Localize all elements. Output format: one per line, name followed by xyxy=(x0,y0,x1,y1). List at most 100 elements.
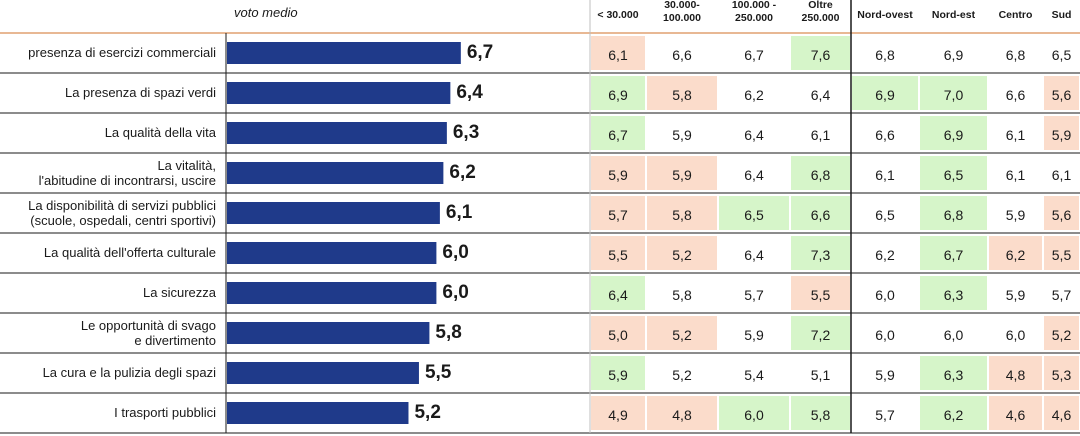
table-cell: 5,5 xyxy=(608,247,628,263)
category-label: La disponibilità di servizi pubblici xyxy=(28,198,216,213)
table-cell-highlight xyxy=(591,36,645,70)
table-cell: 6,9 xyxy=(608,87,628,103)
table-cell: 4,9 xyxy=(608,407,628,423)
bar xyxy=(227,202,440,224)
table-cell: 6,0 xyxy=(875,327,895,343)
table-cell-highlight xyxy=(647,236,717,270)
table-cell: 5,9 xyxy=(744,327,764,343)
table-cell-highlight xyxy=(1044,196,1079,230)
table-cell: 7,6 xyxy=(811,47,831,63)
table-cell: 6,1 xyxy=(1006,167,1026,183)
bar xyxy=(227,402,409,424)
table-cell: 6,9 xyxy=(944,47,964,63)
table-cell-highlight xyxy=(791,316,850,350)
table-cell: 6,1 xyxy=(608,47,628,63)
table-cell-highlight xyxy=(791,236,850,270)
table-cell: 6,1 xyxy=(1006,127,1026,143)
table-cell-highlight xyxy=(591,316,645,350)
table-cell: 6,8 xyxy=(944,207,964,223)
table-cell: 6,6 xyxy=(672,47,692,63)
table-cell: 5,5 xyxy=(1052,247,1072,263)
table-cell: 6,2 xyxy=(1006,247,1026,263)
table-cell-highlight xyxy=(1044,236,1079,270)
table-cell-highlight xyxy=(920,76,987,110)
table-cell: 6,3 xyxy=(944,287,964,303)
bar xyxy=(227,42,461,64)
table-cell-highlight xyxy=(647,396,717,430)
table-cell: 6,8 xyxy=(875,47,895,63)
table-cell: 5,2 xyxy=(672,367,692,383)
table-cell: 6,2 xyxy=(744,87,764,103)
category-label: La cura e la pulizia degli spazi xyxy=(43,365,217,380)
table-cell-highlight xyxy=(920,236,987,270)
table-cell: 6,9 xyxy=(875,87,895,103)
table-cell: 7,0 xyxy=(944,87,964,103)
table-cell: 6,7 xyxy=(944,247,964,263)
column-header: Nord-ovest xyxy=(857,9,913,21)
table-cell: 7,2 xyxy=(811,327,831,343)
bar-value-label: 6,0 xyxy=(442,282,468,303)
category-label: (scuole, ospedali, centri sportivi) xyxy=(30,213,216,228)
column-header: < 30.000 xyxy=(597,9,638,21)
column-header: 30.000- xyxy=(664,0,700,11)
table-cell: 7,3 xyxy=(811,247,831,263)
bar-value-label: 6,1 xyxy=(446,202,473,223)
table-cell: 6,5 xyxy=(1052,47,1072,63)
table-cell-highlight xyxy=(647,316,717,350)
bar-value-label: 6,2 xyxy=(449,162,475,183)
table-cell: 6,2 xyxy=(875,247,895,263)
table-cell: 4,6 xyxy=(1006,407,1026,423)
column-header: Oltre xyxy=(808,0,833,11)
bars-layer xyxy=(227,42,461,424)
table-cell-highlight xyxy=(791,36,850,70)
table-cell-highlight xyxy=(591,116,645,150)
table-cell-highlight xyxy=(1044,76,1079,110)
table-cell: 6,1 xyxy=(811,127,831,143)
table-cell: 5,6 xyxy=(1052,87,1072,103)
table-cell-highlight xyxy=(791,276,850,310)
table-cell: 5,2 xyxy=(672,247,692,263)
table-cell-highlight xyxy=(591,396,645,430)
category-label: l'abitudine di incontrarsi, uscire xyxy=(39,173,216,188)
table-cell: 5,8 xyxy=(672,207,692,223)
bar xyxy=(227,122,447,144)
table-cell: 6,2 xyxy=(944,407,964,423)
table-cell: 5,1 xyxy=(811,367,831,383)
table-cell: 6,4 xyxy=(744,247,764,263)
table-cell: 6,4 xyxy=(744,167,764,183)
bar xyxy=(227,362,419,384)
category-label: La qualità della vita xyxy=(105,125,217,140)
table-cell: 6,6 xyxy=(875,127,895,143)
bar xyxy=(227,242,437,264)
table-cell: 5,9 xyxy=(608,167,628,183)
bar xyxy=(227,322,430,344)
table-cell-highlight xyxy=(591,276,645,310)
column-header: Nord-est xyxy=(932,9,976,21)
table-cell: 6,5 xyxy=(944,167,964,183)
table-cell-highlight xyxy=(920,356,987,390)
table-cell: 5,3 xyxy=(1052,367,1072,383)
table-cell-highlight xyxy=(591,156,645,190)
bar-value-label: 6,3 xyxy=(453,122,479,143)
column-header: Centro xyxy=(999,9,1033,21)
table-cell: 6,0 xyxy=(944,327,964,343)
table-cell: 5,9 xyxy=(672,167,692,183)
category-label: I trasporti pubblici xyxy=(114,405,216,420)
table-cell: 6,8 xyxy=(1006,47,1026,63)
table-cell: 5,9 xyxy=(1006,287,1026,303)
table-cell-highlight xyxy=(647,156,717,190)
table-cell: 5,9 xyxy=(1052,127,1072,143)
table-cell-highlight xyxy=(719,196,789,230)
column-header: 100.000 xyxy=(663,12,701,24)
table-cell-highlight xyxy=(920,396,987,430)
table-cell: 5,9 xyxy=(672,127,692,143)
table-cell: 6,7 xyxy=(608,127,628,143)
category-label: La vitalità, xyxy=(157,158,216,173)
table-cell: 5,7 xyxy=(744,287,764,303)
bar-value-label: 6,4 xyxy=(456,82,483,103)
table-cell: 5,0 xyxy=(608,327,628,343)
category-label: La qualità dell'offerta culturale xyxy=(44,245,216,260)
table-cell: 4,8 xyxy=(672,407,692,423)
category-label: e divertimento xyxy=(134,333,216,348)
